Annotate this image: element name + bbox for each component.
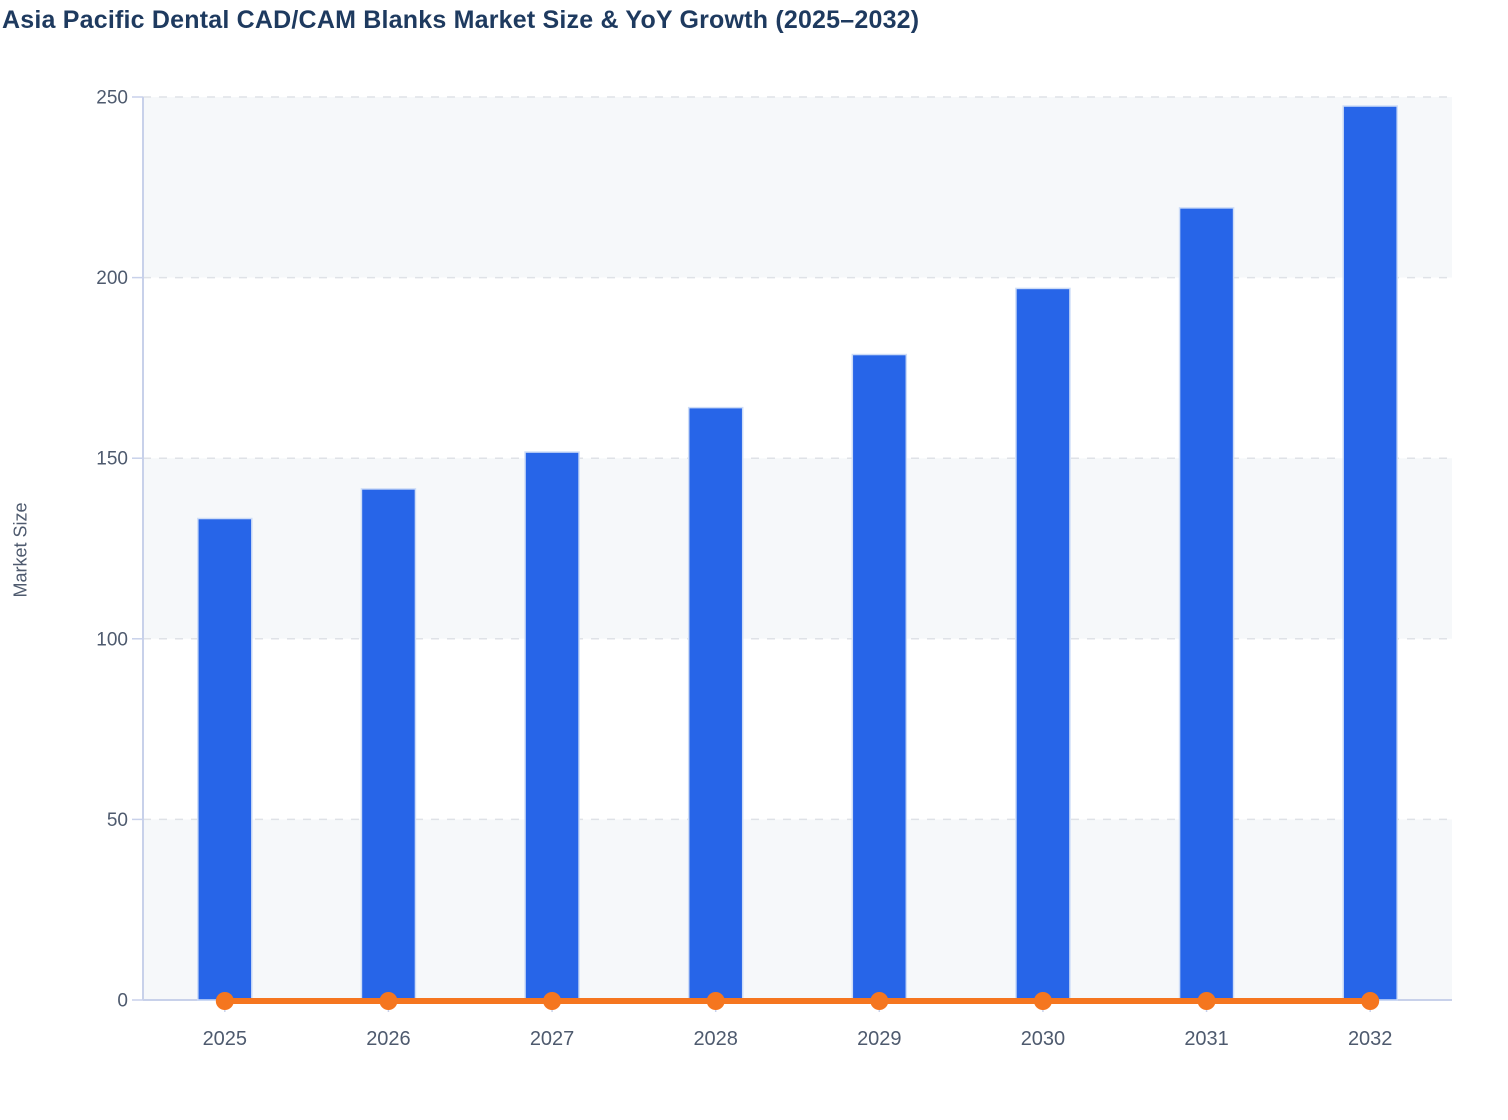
yoy-marker-2032[interactable]	[1361, 992, 1380, 1010]
bar-2026[interactable]	[360, 488, 417, 1001]
plot-band	[143, 819, 1452, 1000]
yoy-marker-2029[interactable]	[870, 992, 889, 1010]
bar-2030[interactable]	[1015, 287, 1071, 1001]
yoy-marker-2030[interactable]	[1033, 992, 1052, 1010]
yoy-marker-2025[interactable]	[215, 992, 234, 1010]
x-tick-label-2029: 2029	[857, 1028, 902, 1050]
bar-2028[interactable]	[687, 406, 744, 1001]
plot-band	[143, 458, 1452, 639]
yoy-marker-2027[interactable]	[543, 992, 562, 1010]
x-tick-label-2027: 2027	[530, 1028, 575, 1050]
y-tick-label-250: 250	[96, 88, 128, 109]
yoy-marker-2028[interactable]	[706, 992, 725, 1010]
x-tick-label-2028: 2028	[693, 1028, 738, 1050]
x-tick-label-2026: 2026	[366, 1028, 411, 1050]
yoy-marker-2031[interactable]	[1197, 992, 1216, 1010]
x-tick-label-2025: 2025	[203, 1028, 248, 1050]
bar-2027[interactable]	[524, 451, 580, 1001]
plot-band	[143, 97, 1452, 278]
y-tick-label-200: 200	[96, 268, 128, 289]
y-tick-label-150: 150	[96, 449, 128, 470]
x-tick-label-2031: 2031	[1184, 1028, 1229, 1050]
x-tick-label-2032: 2032	[1348, 1028, 1393, 1050]
yoy-marker-2026[interactable]	[379, 992, 398, 1010]
bar-2032[interactable]	[1342, 105, 1398, 1001]
bar-2029[interactable]	[851, 353, 908, 1001]
x-tick-label-2030: 2030	[1021, 1028, 1066, 1050]
y-tick-label-50: 50	[107, 810, 128, 831]
y-tick-label-100: 100	[96, 629, 128, 650]
y-tick-label-0: 0	[117, 991, 128, 1012]
bar-2025[interactable]	[197, 517, 253, 1001]
bar-2031[interactable]	[1178, 207, 1235, 1001]
chart-title: Asia Pacific Dental CAD/CAM Blanks Marke…	[2, 6, 920, 34]
